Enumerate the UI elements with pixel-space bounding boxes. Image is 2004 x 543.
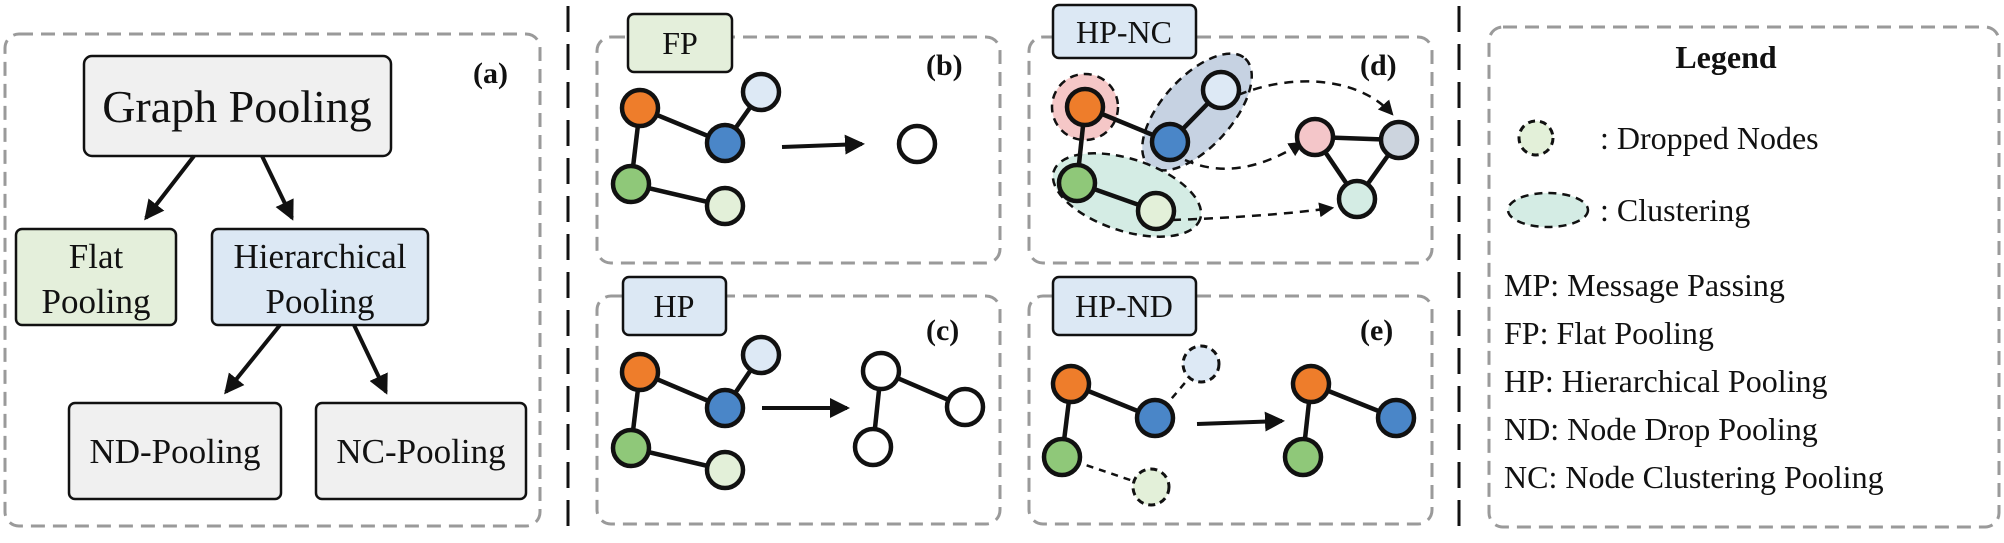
panel-d-tag: [1051, 3, 1198, 60]
legend-frame: [1487, 25, 2001, 529]
blue-node: [704, 122, 746, 164]
nc-pooling-label: NC-Pooling: [336, 432, 505, 471]
legend-title: Legend: [1675, 39, 1777, 75]
panel-e-tag: [1051, 275, 1198, 337]
hierarchical-pooling-box: [210, 227, 430, 327]
light-green-node: [704, 449, 746, 491]
flat-pooling-line2: Pooling: [42, 282, 151, 321]
graph-pooling-label: Graph Pooling: [102, 81, 372, 132]
blue-node: [1134, 397, 1176, 439]
graph-pooling-box: [82, 54, 393, 158]
panel-c: HP (c): [595, 275, 1002, 526]
orange-node: [619, 351, 661, 393]
legend-clustering-swatch: [1506, 191, 1590, 229]
panel-d-frame: [1027, 35, 1434, 265]
blue-node: [704, 387, 746, 429]
arrow-root-to-flat: [144, 154, 196, 221]
legend-abbrev-fp: FP: Flat Pooling: [1504, 315, 1714, 351]
panel-b: FP (b): [595, 12, 1002, 265]
green-node: [1041, 436, 1083, 478]
pooling-arrow: [1196, 411, 1285, 432]
dropped-node: [1131, 467, 1171, 507]
light-green-node: [1135, 190, 1177, 232]
legend: Legend : Dropped Nodes : Clustering MP: …: [1487, 25, 2001, 529]
nd-pooling-label: ND-Pooling: [89, 432, 260, 471]
panel-c-tag-text: HP: [654, 288, 695, 324]
green-node: [610, 427, 652, 469]
cluster-mapping-arrow: [1171, 202, 1335, 222]
legend-abbrev-nd: ND: Node Drop Pooling: [1504, 411, 1818, 447]
orange-node: [1050, 363, 1092, 405]
legend-clustering-label: : Clustering: [1600, 192, 1750, 228]
panel-b-tag-text: FP: [662, 25, 698, 61]
orange-node: [1290, 363, 1332, 405]
cluster-mapping-arrow: [1237, 80, 1394, 116]
blue-node: [1375, 397, 1417, 439]
panel-e-frame: [1027, 294, 1434, 526]
arrow-hier-to-nc: [352, 324, 388, 395]
panel-c-frame: [595, 294, 1002, 526]
panel-a-frame: [3, 32, 542, 528]
green-node: [1282, 436, 1324, 478]
panel-e-label: (e): [1360, 314, 1393, 347]
light-blue-node: [740, 334, 782, 376]
panel-d: (d) HP-NC: [1027, 3, 1434, 265]
teal-supernode: [1336, 178, 1378, 220]
legend-abbrev-mp: MP: Message Passing: [1504, 267, 1785, 303]
pooled-node: [896, 123, 938, 165]
flat-pooling-box: [14, 227, 178, 327]
legend-abbrev-nc: NC: Node Clustering Pooling: [1504, 459, 1884, 495]
orange-node: [1064, 86, 1106, 128]
hierarchical-pooling-line2: Pooling: [266, 282, 375, 321]
pooled-node: [944, 386, 986, 428]
panel-b-tag: [626, 12, 734, 74]
pooled-node: [860, 350, 902, 392]
legend-abbrev-hp: HP: Hierarchical Pooling: [1504, 363, 1827, 399]
panel-d-tag-text: HP-NC: [1076, 14, 1172, 50]
legend-dropped-node-swatch: [1517, 119, 1555, 157]
green-node: [1056, 162, 1098, 204]
panel-a-label: (a): [473, 57, 508, 90]
nd-pooling-box: [67, 401, 283, 501]
green-node: [610, 163, 652, 205]
gray-supernode: [1378, 119, 1420, 161]
panel-a: (a) Graph Pooling Flat Pooling Hierarchi…: [3, 32, 542, 528]
orange-node: [619, 87, 661, 129]
nc-pooling-box: [314, 401, 528, 501]
hierarchical-pooling-line1: Hierarchical: [234, 237, 407, 276]
panel-c-tag: [621, 275, 728, 337]
panel-e: HP-ND (e): [1027, 275, 1434, 526]
light-green-node: [704, 185, 746, 227]
panel-e-tag-text: HP-ND: [1075, 288, 1173, 324]
pooled-node: [852, 426, 894, 468]
arrow-root-to-hierarchical: [260, 155, 294, 221]
blue-node: [1149, 121, 1191, 163]
dropped-node: [1181, 344, 1221, 384]
pink-supernode: [1294, 116, 1336, 158]
panel-b-frame: [595, 35, 1002, 265]
panel-d-label: (d): [1360, 49, 1397, 82]
light-blue-node: [1200, 69, 1242, 111]
pooling-arrow: [781, 134, 865, 155]
panel-c-label: (c): [926, 314, 959, 347]
panel-b-label: (b): [926, 49, 963, 82]
arrow-hier-to-nd: [224, 323, 282, 395]
legend-dropped-label: : Dropped Nodes: [1600, 120, 1819, 156]
flat-pooling-line1: Flat: [69, 237, 124, 276]
light-blue-node: [740, 71, 782, 113]
